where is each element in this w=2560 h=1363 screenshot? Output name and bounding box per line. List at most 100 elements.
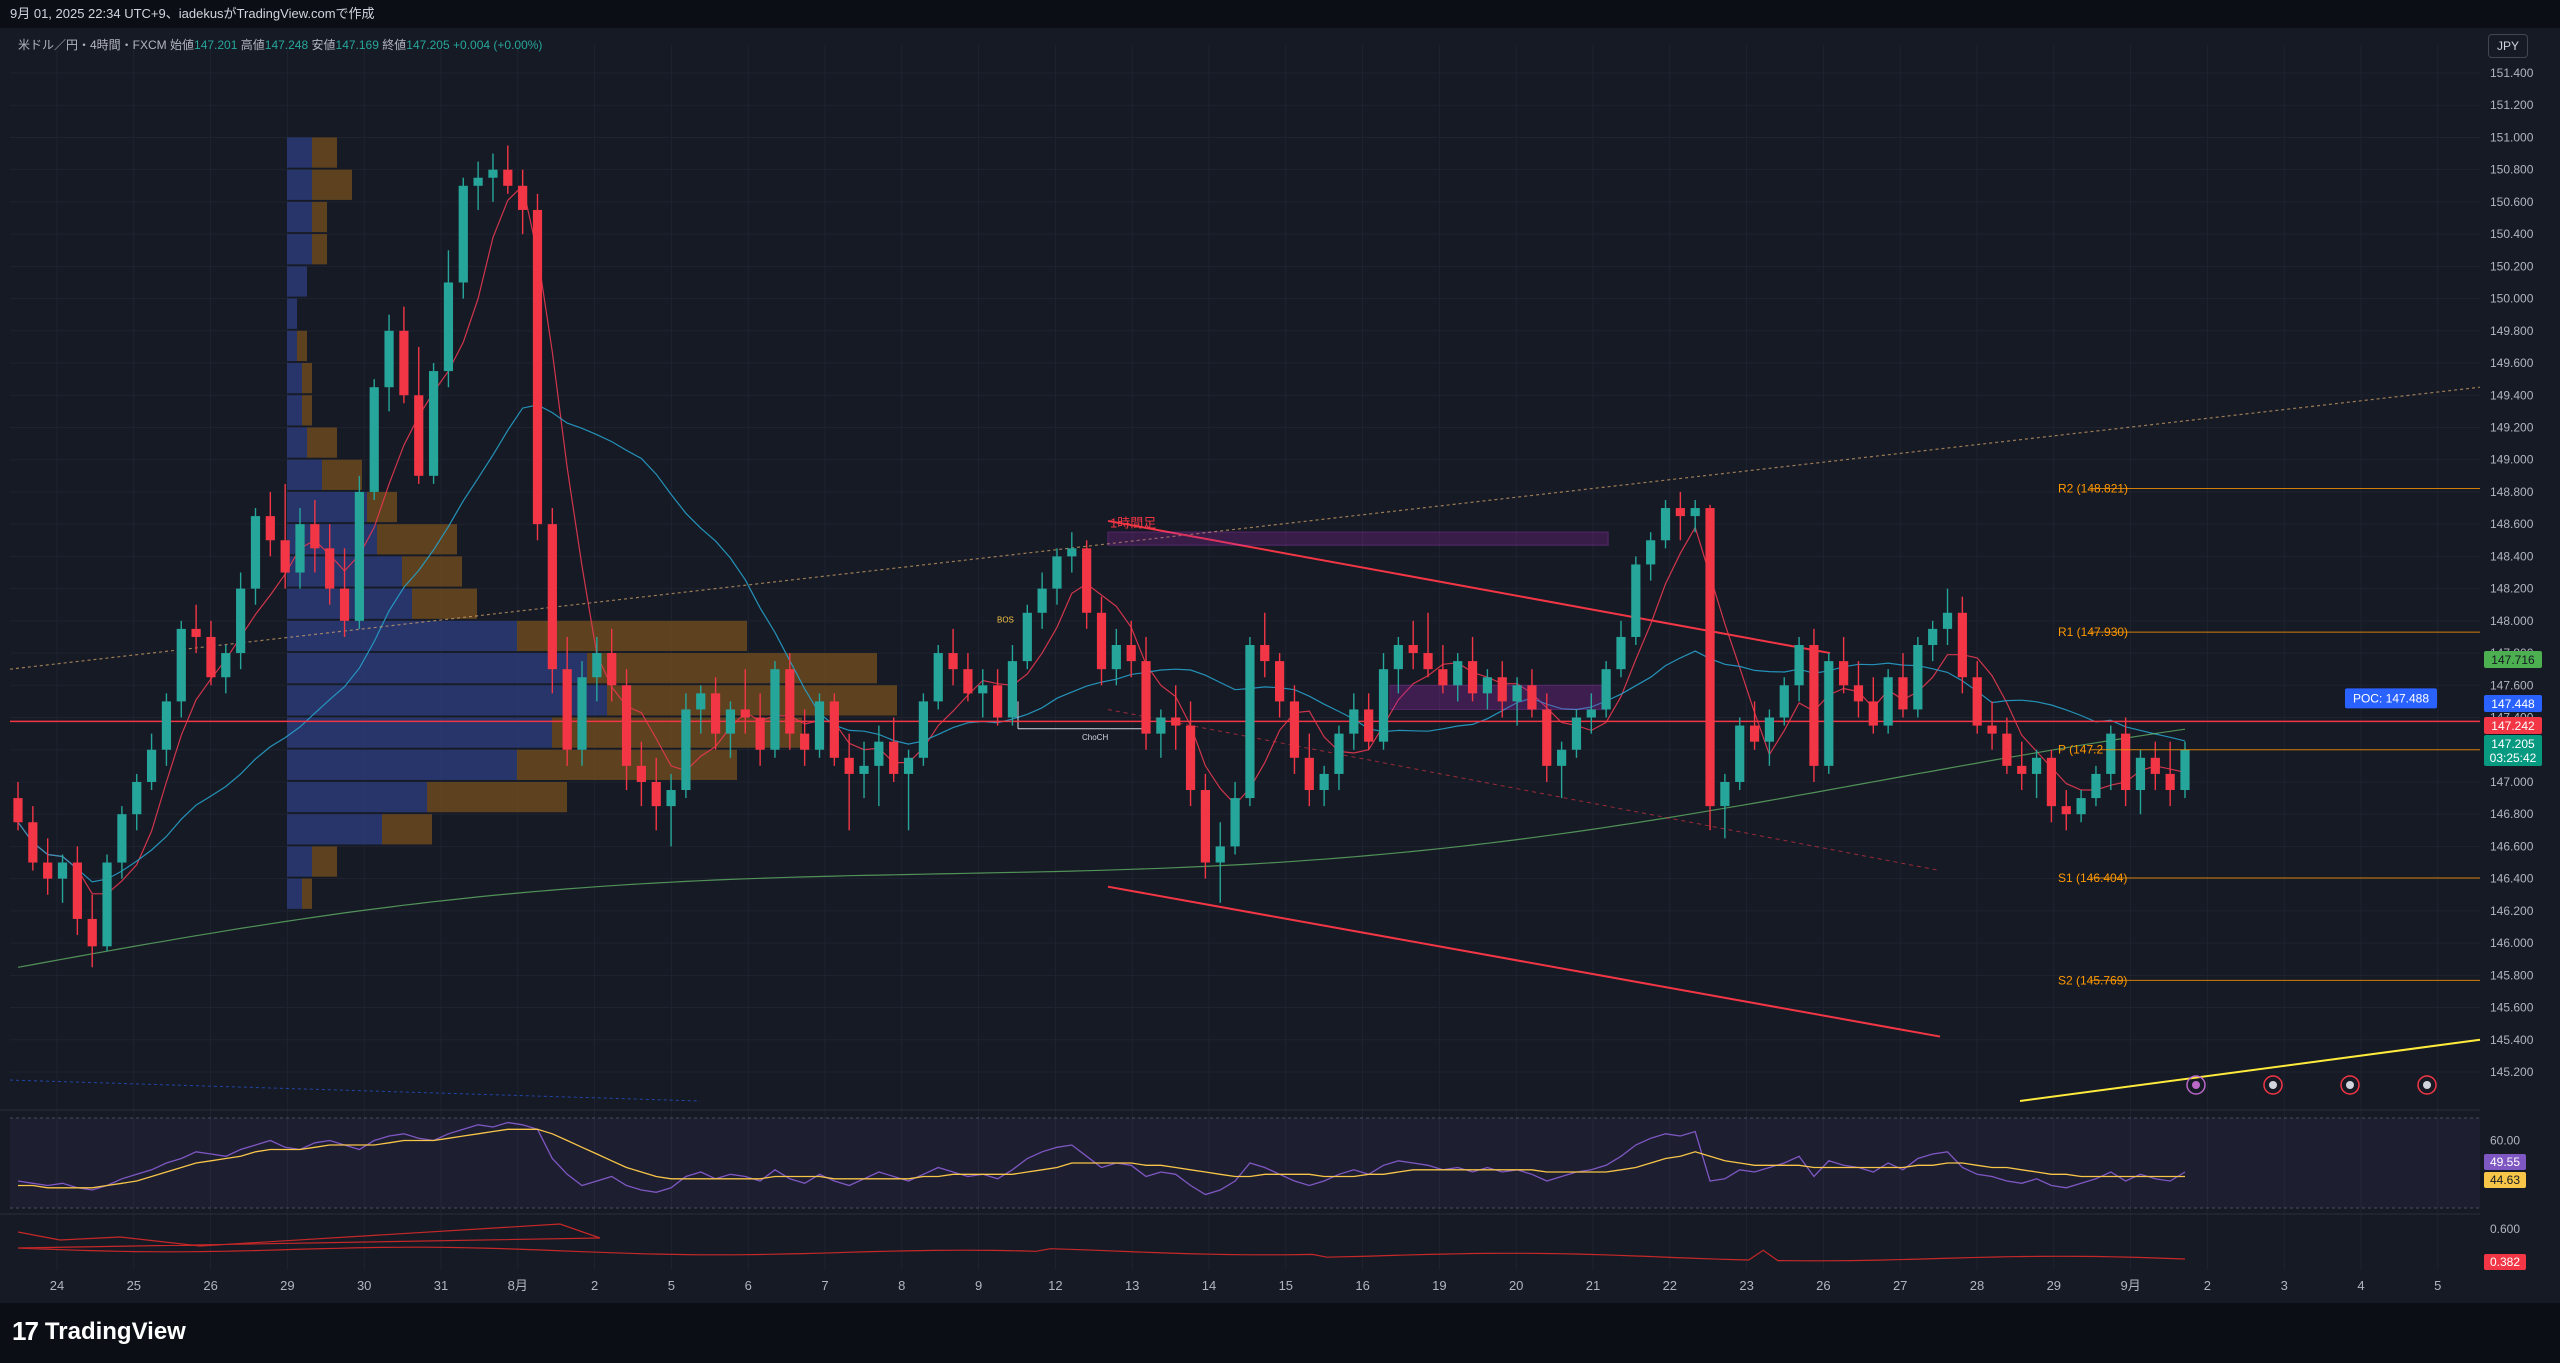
symbol-label: 米ドル／円・4時間・FXCM — [18, 38, 167, 52]
candle-body — [1720, 781, 1730, 807]
x-tick-label: 20 — [1509, 1278, 1523, 1293]
candle-body — [310, 524, 320, 549]
candle-body — [770, 669, 780, 750]
volume-profile-buy-bar — [287, 814, 382, 845]
y-tick-label: 148.200 — [2490, 582, 2534, 596]
rsi-pane: 60.00 49.55 44.63 — [10, 1117, 2526, 1209]
x-tick-label: 26 — [203, 1278, 217, 1293]
candle-body — [206, 636, 216, 678]
volume-profile-buy-bar — [287, 588, 412, 619]
candle-body — [963, 669, 973, 694]
x-tick-label: 30 — [357, 1278, 371, 1293]
y-tick-label: 149.000 — [2490, 453, 2534, 467]
x-tick-label: 19 — [1432, 1278, 1446, 1293]
currency-button[interactable]: JPY — [2488, 34, 2528, 58]
x-tick-label: 8 — [898, 1278, 905, 1293]
y-tick-label: 146.200 — [2490, 904, 2534, 918]
candle-body — [725, 709, 736, 734]
volume-profile-buy-bar — [287, 234, 312, 265]
candle-body — [785, 669, 795, 734]
x-tick-label: 13 — [1125, 1278, 1139, 1293]
ma-short-line — [17, 184, 2186, 895]
candle-body — [547, 524, 557, 670]
candle-body — [458, 185, 468, 283]
candle-body — [2150, 757, 2160, 774]
candle-body — [1646, 540, 1656, 565]
x-tick-label: 29 — [2047, 1278, 2061, 1293]
candle-body — [57, 862, 68, 879]
pivot-label: R1 (147.930) — [2058, 625, 2128, 639]
candle-body — [1393, 645, 1403, 670]
pivot-label: S2 (145.769) — [2058, 973, 2127, 987]
candle-body — [666, 790, 676, 807]
candle-body — [933, 653, 943, 702]
candle-body — [859, 765, 869, 774]
candle-body — [28, 822, 38, 863]
candle-body — [488, 169, 498, 178]
lower-level-label: 0.600 — [2490, 1222, 2520, 1236]
volume-profile-buy-bar — [287, 717, 552, 748]
candle-body — [607, 653, 617, 686]
x-tick-label: 7 — [821, 1278, 828, 1293]
candle-body — [1467, 661, 1478, 694]
volume-profile-buy-bar — [287, 201, 312, 233]
header-text: 9月 01, 2025 22:34 UTC+9、iadekusがTradingV… — [10, 6, 375, 21]
candle-body — [1853, 685, 1864, 702]
x-tick-label: 2 — [591, 1278, 598, 1293]
volume-profile-buy-bar — [287, 427, 307, 458]
volume-profile-sell-bar — [607, 685, 897, 716]
volume-profile-buy-bar — [287, 298, 297, 329]
candle-body — [1200, 790, 1210, 863]
x-tick-label: 5 — [2434, 1278, 2441, 1293]
price-tag-box — [2484, 695, 2542, 712]
candle-body — [176, 628, 186, 702]
event-icon — [2263, 1075, 2283, 1095]
annotation-label: BOS — [997, 615, 1014, 624]
candle-body — [621, 685, 632, 766]
time-axis[interactable]: 24 25 26 29 30 31 8月 2 5 6 7 8 9 12 13 14 15 16 19 20 21 22 23… — [50, 1278, 2442, 1293]
rsi-level-label: 60.00 — [2490, 1134, 2520, 1148]
candle-body — [681, 709, 691, 791]
candle-body — [1022, 612, 1032, 662]
candle-body — [1275, 661, 1285, 702]
candle-body — [1037, 588, 1047, 613]
candle-body — [1690, 508, 1700, 517]
volume-profile-buy-bar — [287, 459, 322, 490]
candle-body — [1675, 508, 1685, 517]
candle-body — [1245, 645, 1255, 799]
candle-body — [1423, 653, 1433, 670]
x-tick-label: 4 — [2357, 1278, 2364, 1293]
candle-body — [1898, 677, 1908, 710]
volume-profile-sell-bar — [302, 363, 312, 394]
candle-body — [399, 330, 409, 396]
x-tick-label: 8月 — [508, 1278, 528, 1293]
candle-body — [43, 862, 53, 879]
x-tick-label: 9月 — [2120, 1278, 2140, 1293]
candle-body — [1497, 677, 1507, 702]
high-label: 高値 — [240, 38, 265, 52]
lower-value-box — [2484, 1254, 2526, 1270]
candle-body — [903, 757, 914, 774]
x-tick-label: 27 — [1893, 1278, 1907, 1293]
chart-canvas[interactable]: 1時間足 BOS ChoCH POC: 147.488 R2 (148.821) R1 … — [0, 0, 2560, 1303]
volume-profile-sell-bar — [312, 169, 352, 200]
y-tick-label: 147.600 — [2490, 678, 2534, 692]
volume-profile-buy-bar — [287, 266, 307, 297]
candle-body — [132, 781, 142, 815]
candle-body — [2017, 765, 2027, 774]
low-value: 147.169 — [335, 38, 379, 52]
x-tick-label: 2 — [2204, 1278, 2211, 1293]
candle-body — [443, 282, 454, 372]
candle-body — [1735, 725, 1745, 782]
y-tick-label: 145.800 — [2490, 968, 2534, 982]
volume-profile-sell-bar — [427, 781, 567, 813]
close-value: 147.205 — [406, 38, 450, 52]
candle-body — [339, 588, 350, 621]
open-value: 147.201 — [194, 38, 238, 52]
price-tag-label: 147.716 — [2491, 653, 2535, 667]
tradingview-logo[interactable]: 17 TradingView — [12, 1316, 186, 1347]
candle-body — [1215, 846, 1225, 863]
candle-body — [1230, 798, 1240, 847]
y-tick-label: 149.800 — [2490, 324, 2534, 338]
